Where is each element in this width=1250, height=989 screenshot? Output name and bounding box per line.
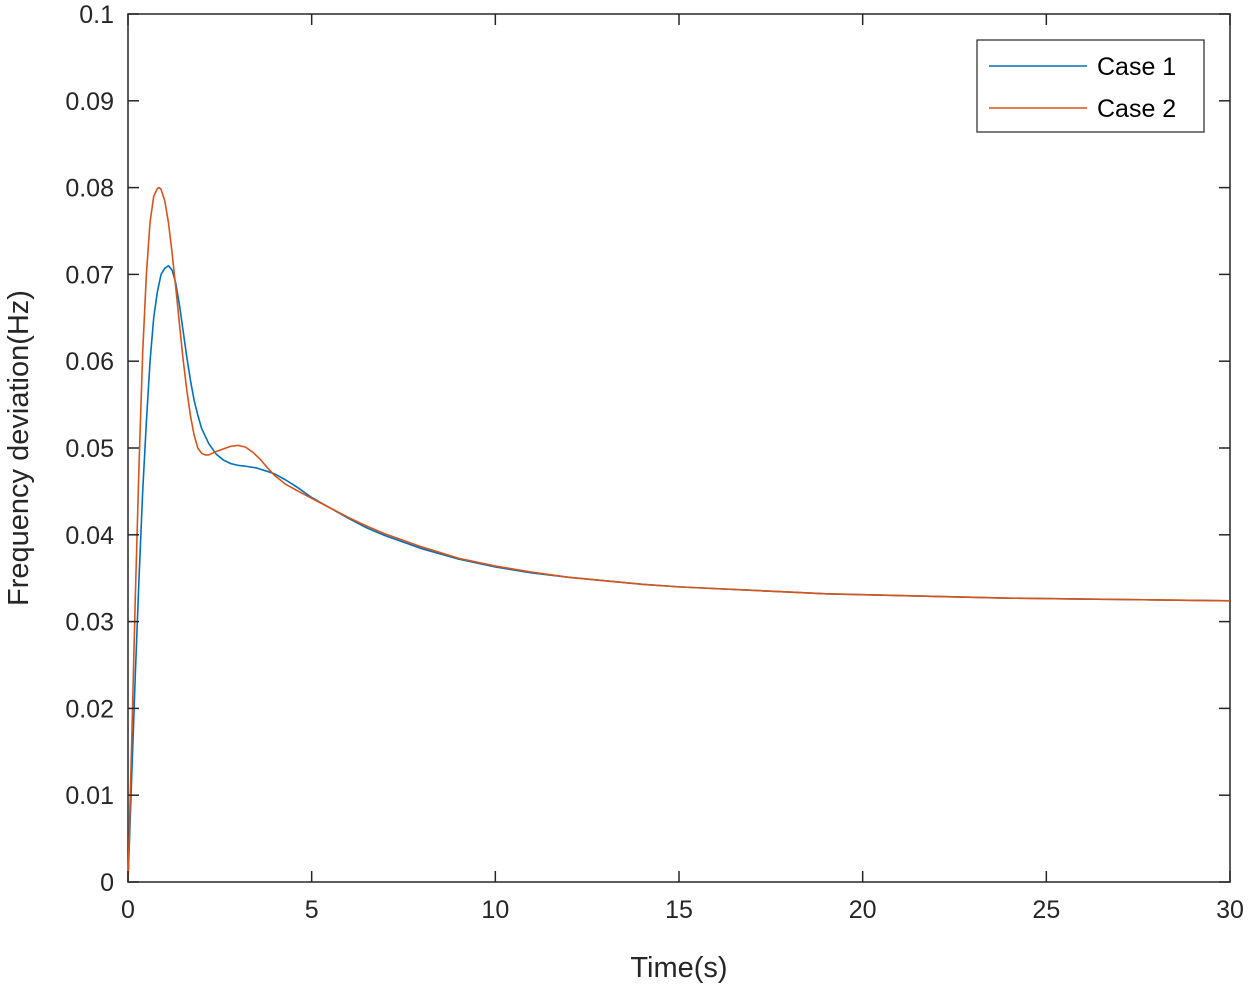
y-tick-label: 0.1 xyxy=(79,1,114,29)
x-tick-label: 30 xyxy=(1216,896,1244,924)
y-tick-label: 0.06 xyxy=(65,348,114,376)
legend: Case 1 Case 2 xyxy=(976,39,1205,133)
legend-label: Case 1 xyxy=(1097,53,1176,81)
y-tick-label: 0 xyxy=(100,869,114,897)
y-tick-label: 0.01 xyxy=(65,782,114,810)
y-axis-label: Frequency deviation(Hz) xyxy=(3,290,35,606)
axes xyxy=(127,13,1231,883)
y-tick-label: 0.08 xyxy=(65,175,114,203)
series-lines xyxy=(127,186,1231,883)
legend-label: Case 2 xyxy=(1097,95,1176,123)
y-tick-label: 0.05 xyxy=(65,435,114,463)
x-tick-label: 5 xyxy=(305,896,319,924)
series-line-2 xyxy=(127,186,1231,883)
x-tick-label: 20 xyxy=(849,896,877,924)
x-tick-label: 0 xyxy=(121,896,135,924)
legend-box xyxy=(976,39,1205,133)
x-tick-label: 15 xyxy=(665,896,693,924)
y-tick-label: 0.09 xyxy=(65,88,114,116)
y-tick-label: 0.07 xyxy=(65,261,114,289)
y-tick-label: 0.02 xyxy=(65,695,114,723)
x-tick-label: 25 xyxy=(1032,896,1060,924)
plot-area-box xyxy=(127,13,1231,883)
x-tick-label: 10 xyxy=(481,896,509,924)
ticks: 0 5 10 15 20 25 30 0 0.01 0.02 0.03 0.04 0.05 0.06 0.0… xyxy=(65,1,1244,924)
x-axis-label: Time(s) xyxy=(630,952,727,984)
y-tick-label: 0.03 xyxy=(65,609,114,637)
y-tick-label: 0.04 xyxy=(65,522,114,550)
